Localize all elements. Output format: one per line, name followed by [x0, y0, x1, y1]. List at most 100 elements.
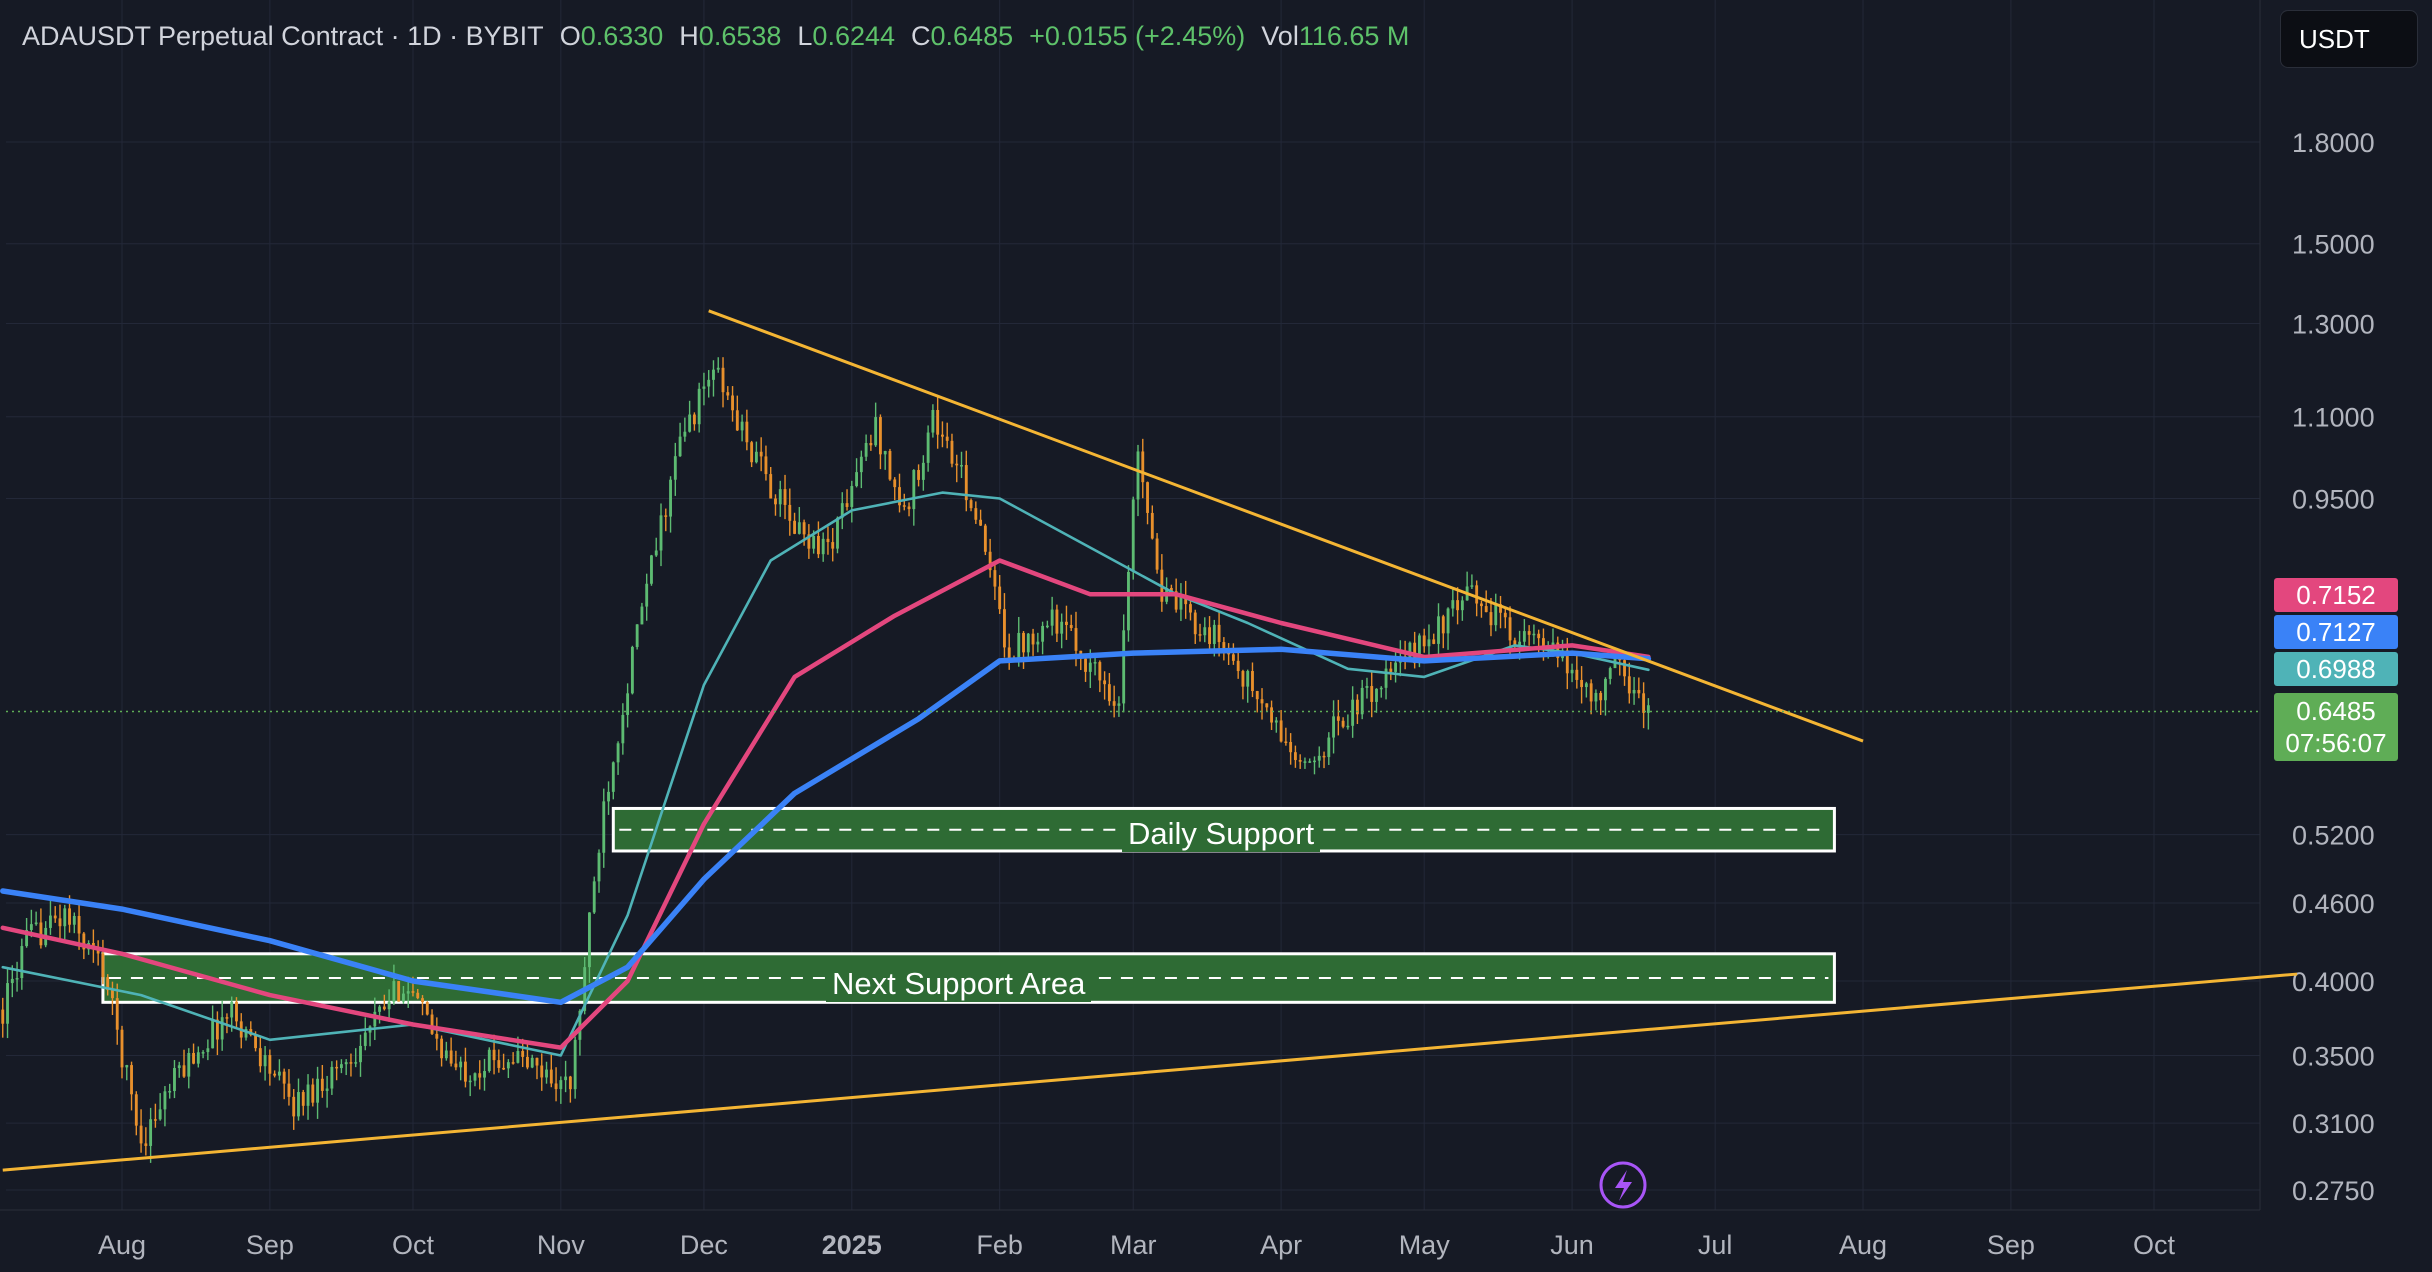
candle-body[interactable]	[1570, 669, 1574, 674]
symbol-title[interactable]: ADAUSDT Perpetual Contract · 1D · BYBIT	[22, 20, 544, 51]
candle-body[interactable]	[678, 436, 682, 457]
candle-body[interactable]	[1589, 683, 1593, 702]
candle-body[interactable]	[49, 915, 52, 928]
candle-body[interactable]	[487, 1049, 491, 1072]
candle-body[interactable]	[282, 1071, 286, 1084]
candle-body[interactable]	[58, 918, 62, 927]
candle-body[interactable]	[1189, 604, 1192, 613]
candle-body[interactable]	[1308, 761, 1312, 763]
candle-body[interactable]	[401, 993, 405, 1002]
candle-body[interactable]	[540, 1065, 544, 1078]
candle-body[interactable]	[559, 1080, 563, 1090]
candle-body[interactable]	[63, 908, 67, 927]
candle-body[interactable]	[778, 489, 782, 505]
candle-body[interactable]	[173, 1068, 176, 1092]
candle-body[interactable]	[1155, 538, 1159, 570]
candle-body[interactable]	[1427, 639, 1431, 647]
candle-body[interactable]	[1103, 680, 1107, 685]
candle-body[interactable]	[993, 570, 997, 587]
candle-body[interactable]	[1332, 716, 1335, 738]
candle-body[interactable]	[444, 1050, 448, 1059]
candle-body[interactable]	[702, 386, 706, 389]
candle-body[interactable]	[201, 1052, 205, 1054]
candle-body[interactable]	[1480, 603, 1483, 607]
candle-body[interactable]	[1313, 760, 1316, 763]
candle-body[interactable]	[311, 1084, 315, 1103]
candle-body[interactable]	[144, 1143, 148, 1146]
candle-body[interactable]	[1031, 633, 1035, 645]
candle-body[interactable]	[1470, 585, 1474, 587]
candle-body[interactable]	[549, 1069, 553, 1084]
candle-body[interactable]	[960, 465, 963, 467]
candle-body[interactable]	[673, 456, 677, 480]
candle-body[interactable]	[1580, 679, 1584, 688]
candle-body[interactable]	[101, 953, 105, 978]
candle-body[interactable]	[96, 949, 100, 954]
candle-body[interactable]	[382, 1006, 386, 1010]
candle-body[interactable]	[521, 1051, 525, 1057]
candle-body[interactable]	[497, 1060, 501, 1068]
candle-body[interactable]	[1513, 640, 1517, 647]
candle-body[interactable]	[1460, 600, 1464, 611]
candle-body[interactable]	[1475, 585, 1479, 604]
candle-body[interactable]	[1, 1009, 5, 1024]
candle-body[interactable]	[1169, 587, 1173, 592]
candle-body[interactable]	[1484, 606, 1488, 613]
candle-body[interactable]	[1317, 755, 1321, 761]
candle-body[interactable]	[630, 646, 634, 694]
candle-body[interactable]	[220, 1017, 224, 1040]
candle-body[interactable]	[273, 1073, 277, 1076]
candle-body[interactable]	[1499, 604, 1502, 613]
price-axis[interactable]: 1.8000 1.5000 1.3000 1.1000 0.9500 0.5200 0.46…	[2292, 128, 2375, 1206]
candle-body[interactable]	[225, 1017, 229, 1019]
candle-body[interactable]	[1604, 678, 1607, 701]
candle-body[interactable]	[72, 915, 76, 925]
candle-body[interactable]	[1394, 662, 1398, 672]
trendline[interactable]	[708, 309, 1864, 743]
candle-body[interactable]	[1222, 642, 1226, 649]
candle-body[interactable]	[1274, 720, 1278, 723]
candle-body[interactable]	[125, 1065, 129, 1068]
candle-body[interactable]	[478, 1073, 482, 1078]
candle-body[interactable]	[34, 922, 38, 925]
candle-body[interactable]	[769, 474, 773, 499]
ma-blue-line[interactable]	[0, 646, 1652, 1006]
candle-body[interactable]	[917, 470, 921, 480]
candle-body[interactable]	[411, 991, 415, 993]
candle-body[interactable]	[1327, 737, 1331, 758]
candle-body[interactable]	[859, 456, 863, 473]
candle-body[interactable]	[1646, 705, 1650, 713]
candle-body[interactable]	[1527, 631, 1531, 635]
candle-body[interactable]	[1260, 699, 1264, 704]
candle-body[interactable]	[745, 421, 749, 443]
candle-body[interactable]	[268, 1055, 272, 1074]
candle-body[interactable]	[1422, 635, 1426, 647]
candle-body[interactable]	[1246, 671, 1250, 687]
candle-body[interactable]	[988, 551, 992, 571]
candle-body[interactable]	[1375, 688, 1378, 702]
candle-body[interactable]	[106, 977, 110, 991]
candle-body[interactable]	[292, 1096, 296, 1117]
candle-body[interactable]	[774, 498, 777, 505]
candle-body[interactable]	[506, 1062, 510, 1069]
candle-body[interactable]	[788, 504, 792, 521]
candle-body[interactable]	[1055, 609, 1059, 634]
candle-body[interactable]	[931, 409, 935, 433]
candle-body[interactable]	[1251, 671, 1254, 692]
candle-body[interactable]	[406, 991, 410, 994]
candle-body[interactable]	[912, 470, 916, 510]
candle-body[interactable]	[1360, 687, 1364, 715]
candle-body[interactable]	[1627, 676, 1631, 694]
candle-body[interactable]	[1322, 755, 1326, 758]
candle-body[interactable]	[1518, 641, 1522, 647]
candle-body[interactable]	[254, 1035, 257, 1049]
candle-body[interactable]	[1184, 597, 1188, 605]
candle-body[interactable]	[1217, 624, 1221, 643]
candle-body[interactable]	[1351, 699, 1355, 726]
candle-body[interactable]	[1117, 703, 1121, 706]
candle-body[interactable]	[20, 946, 24, 979]
candle-body[interactable]	[168, 1091, 172, 1093]
candle-body[interactable]	[464, 1061, 467, 1082]
candle-body[interactable]	[836, 517, 839, 549]
candle-body[interactable]	[1065, 621, 1068, 625]
